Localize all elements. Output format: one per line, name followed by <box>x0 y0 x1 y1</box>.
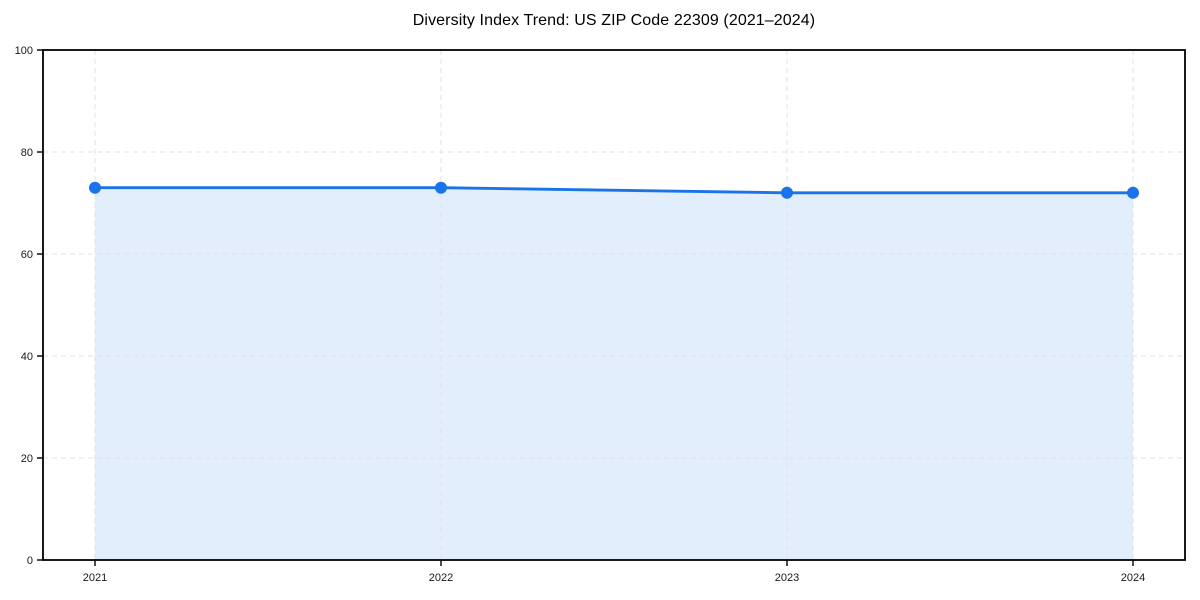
x-tick-label-2022: 2022 <box>429 572 453 584</box>
trend-line <box>93 186 1135 195</box>
x-tick-label-2023: 2023 <box>775 572 799 584</box>
y-tick-label-20: 20 <box>21 453 33 465</box>
data-point-2022 <box>435 181 447 194</box>
data-point-2023 <box>781 186 793 199</box>
axes-border <box>42 49 1186 561</box>
chart-title: Diversity Index Trend: US ZIP Code 22309… <box>412 12 816 29</box>
x-tick-label-2021: 2021 <box>83 572 107 584</box>
data-point-2021 <box>89 181 101 194</box>
y-tick-label-80: 80 <box>21 147 33 159</box>
y-tick-label-100: 100 <box>15 45 33 57</box>
y-tick-label-40: 40 <box>21 351 33 363</box>
y-tick-label-60: 60 <box>21 249 33 261</box>
x-tick-label-2024: 2024 <box>1121 572 1145 584</box>
data-point-2024 <box>1127 186 1139 199</box>
y-tick-label-0: 0 <box>27 555 33 567</box>
area-fill <box>95 187 1133 560</box>
